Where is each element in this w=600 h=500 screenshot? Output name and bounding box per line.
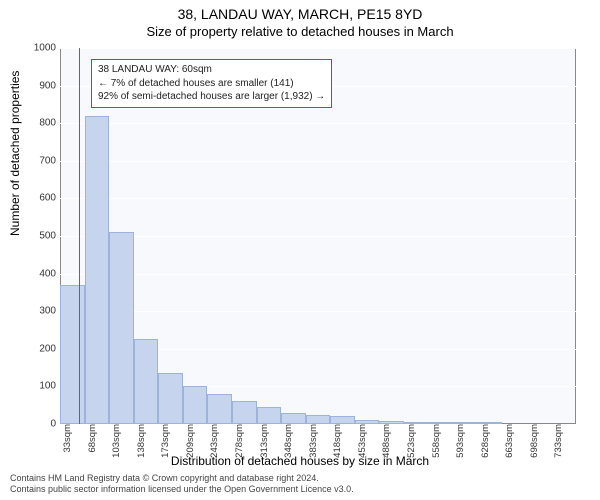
x-tick: 488sqm xyxy=(379,424,392,458)
histogram-bar xyxy=(306,415,331,424)
x-tick: 663sqm xyxy=(502,424,515,458)
histogram-bar xyxy=(183,386,208,424)
y-tick: 1000 xyxy=(34,43,60,54)
reference-line xyxy=(79,48,81,424)
x-tick: 628sqm xyxy=(478,424,491,458)
gridline xyxy=(60,311,576,312)
annotation-line-3: 92% of semi-detached houses are larger (… xyxy=(98,90,325,104)
x-tick: 383sqm xyxy=(306,424,319,458)
chart-subtitle: Size of property relative to detached ho… xyxy=(0,22,600,39)
histogram-bar xyxy=(232,401,257,424)
histogram-bar xyxy=(85,116,110,424)
histogram-bar xyxy=(109,232,134,424)
x-tick: 33sqm xyxy=(60,424,73,453)
credit-text: Contains HM Land Registry data © Crown c… xyxy=(10,473,354,496)
x-axis-label: Distribution of detached houses by size … xyxy=(0,454,600,468)
histogram-bar xyxy=(60,285,85,424)
histogram-bar xyxy=(134,339,159,424)
histogram-bar xyxy=(207,394,232,424)
annotation-box: 38 LANDAU WAY: 60sqm ← 7% of detached ho… xyxy=(91,59,332,108)
gridline xyxy=(60,161,576,162)
chart-area: 01002003004005006007008009001000 33sqm68… xyxy=(60,48,576,424)
gridline xyxy=(60,123,576,124)
x-tick: 733sqm xyxy=(551,424,564,458)
y-tick: 800 xyxy=(39,118,60,129)
x-tick: 523sqm xyxy=(404,424,417,458)
gridline xyxy=(60,198,576,199)
x-tick: 68sqm xyxy=(85,424,98,453)
y-tick: 300 xyxy=(39,306,60,317)
x-tick: 209sqm xyxy=(183,424,196,458)
y-tick: 200 xyxy=(39,343,60,354)
histogram-bar xyxy=(158,373,183,424)
x-tick: 243sqm xyxy=(207,424,220,458)
x-tick: 558sqm xyxy=(429,424,442,458)
chart-title: 38, LANDAU WAY, MARCH, PE15 8YD xyxy=(0,0,600,22)
y-tick: 0 xyxy=(50,419,60,430)
gridline xyxy=(60,236,576,237)
histogram-bar xyxy=(257,407,282,424)
histogram-bar xyxy=(281,413,306,424)
x-tick: 593sqm xyxy=(453,424,466,458)
x-tick: 453sqm xyxy=(355,424,368,458)
x-tick: 698sqm xyxy=(527,424,540,458)
x-tick: 138sqm xyxy=(134,424,147,458)
y-tick: 900 xyxy=(39,80,60,91)
annotation-line-2: ← 7% of detached houses are smaller (141… xyxy=(98,77,325,91)
y-tick: 400 xyxy=(39,268,60,279)
x-tick: 348sqm xyxy=(281,424,294,458)
x-tick: 103sqm xyxy=(109,424,122,458)
x-tick: 418sqm xyxy=(330,424,343,458)
y-tick: 100 xyxy=(39,381,60,392)
x-tick: 278sqm xyxy=(232,424,245,458)
y-tick: 600 xyxy=(39,193,60,204)
x-tick: 173sqm xyxy=(158,424,171,458)
annotation-line-1: 38 LANDAU WAY: 60sqm xyxy=(98,63,325,77)
y-axis-label: Number of detached properties xyxy=(8,71,22,236)
y-tick: 500 xyxy=(39,231,60,242)
gridline xyxy=(60,48,576,49)
gridline xyxy=(60,274,576,275)
x-tick: 313sqm xyxy=(257,424,270,458)
y-tick: 700 xyxy=(39,155,60,166)
